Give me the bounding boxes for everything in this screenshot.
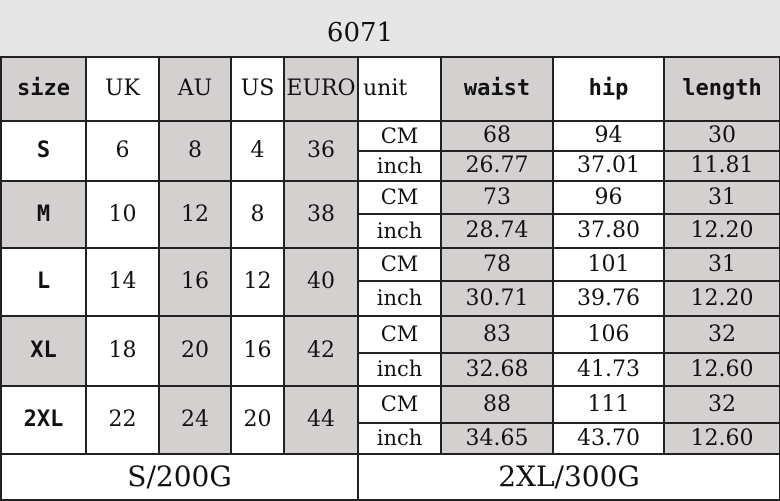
us-cell: 16	[230, 315, 285, 387]
header-euro: EURO	[283, 56, 359, 122]
au-cell: 20	[158, 315, 232, 387]
hip-cell: 37.80	[552, 213, 665, 249]
length-cell: 30	[663, 120, 780, 152]
table-row-l-inch: inch 30.71 39.76 12.20	[1, 280, 780, 317]
waist-cell: 28.74	[440, 213, 554, 249]
euro-cell: 38	[283, 180, 359, 249]
hip-cell: 111	[552, 385, 665, 424]
us-cell: 20	[230, 385, 285, 455]
uk-cell: 22	[85, 385, 160, 455]
euro-cell: 40	[283, 247, 359, 317]
euro-cell: 36	[283, 120, 359, 182]
length-cell: 32	[663, 385, 780, 424]
length-cell: 12.20	[663, 213, 780, 249]
table-row-xl-inch: inch 32.68 41.73 12.60	[1, 352, 780, 387]
waist-cell: 73	[440, 180, 554, 215]
uk-cell: 10	[85, 180, 160, 249]
hip-cell: 96	[552, 180, 665, 215]
header-au: AU	[158, 56, 232, 122]
table-row-2xl-cm: 2XL 22 24 20 44 CM 88 111 32	[0, 385, 780, 455]
uk-cell: 18	[85, 315, 160, 387]
length-cell: 32	[663, 315, 780, 354]
us-cell: 12	[230, 247, 285, 317]
table-row-xl-cm: XL 18 20 16 42 CM 83 106 32	[0, 315, 780, 387]
hip-cell: 43.70	[552, 422, 665, 455]
header-uk: UK	[85, 56, 160, 122]
hip-cell: 106	[552, 315, 665, 354]
length-cell: 31	[663, 180, 780, 215]
unit-cell: inch	[357, 280, 442, 317]
size-cell: M	[0, 180, 87, 249]
unit-cell: CM	[357, 247, 442, 282]
unit-cell: inch	[357, 422, 442, 455]
table-row-s-inch: inch 26.77 37.01 11.81	[1, 150, 780, 182]
product-code: 6071	[326, 18, 394, 48]
waist-cell: 83	[440, 315, 554, 354]
waist-cell: 34.65	[440, 422, 554, 455]
euro-cell: 42	[283, 315, 359, 387]
waist-cell: 78	[440, 247, 554, 282]
size-cell: L	[0, 247, 87, 317]
length-cell: 31	[663, 247, 780, 282]
euro-cell: 44	[283, 385, 359, 455]
header-unit: unit	[357, 56, 442, 122]
table-row-m-cm: M 10 12 8 38 CM 73 96 31	[0, 180, 780, 249]
table-row-l-cm: L 14 16 12 40 CM 78 101 31	[0, 247, 780, 317]
header-us: US	[230, 56, 285, 122]
au-cell: 16	[158, 247, 232, 317]
header-size: size	[0, 56, 87, 122]
header-length: length	[663, 56, 780, 122]
footer-weight-small: S/200G	[0, 453, 359, 501]
header-hip: hip	[552, 56, 665, 122]
length-cell: 12.60	[663, 422, 780, 455]
table-row-s-cm: S 6 8 4 36 CM 68 94 30	[0, 120, 780, 182]
footer-row: S/200G 2XL/300G	[0, 453, 780, 501]
hip-cell: 39.76	[552, 280, 665, 317]
length-cell: 11.81	[663, 150, 780, 182]
us-cell: 8	[230, 180, 285, 249]
header-row: size UK AU US EURO unit waist hip length	[0, 56, 780, 122]
unit-cell: CM	[357, 315, 442, 354]
hip-cell: 37.01	[552, 150, 665, 182]
us-cell: 4	[230, 120, 285, 182]
length-cell: 12.20	[663, 280, 780, 317]
au-cell: 8	[158, 120, 232, 182]
uk-cell: 14	[85, 247, 160, 317]
au-cell: 12	[158, 180, 232, 249]
table-row-m-inch: inch 28.74 37.80 12.20	[1, 213, 780, 249]
table-row-2xl-inch: inch 34.65 43.70 12.60	[1, 422, 780, 455]
waist-cell: 26.77	[440, 150, 554, 182]
size-chart-table: size UK AU US EURO unit waist hip length…	[0, 56, 780, 501]
unit-cell: inch	[357, 213, 442, 249]
unit-cell: inch	[357, 352, 442, 387]
waist-cell: 32.68	[440, 352, 554, 387]
unit-cell: CM	[357, 385, 442, 424]
size-cell: XL	[0, 315, 87, 387]
hip-cell: 101	[552, 247, 665, 282]
footer-weight-large: 2XL/300G	[357, 453, 780, 501]
unit-cell: CM	[357, 180, 442, 215]
unit-cell: inch	[357, 150, 442, 182]
size-cell: S	[0, 120, 87, 182]
header-waist: waist	[440, 56, 554, 122]
unit-cell: CM	[357, 120, 442, 152]
waist-cell: 88	[440, 385, 554, 424]
size-cell: 2XL	[0, 385, 87, 455]
hip-cell: 41.73	[552, 352, 665, 387]
waist-cell: 68	[440, 120, 554, 152]
title-band: 6071	[0, 0, 780, 56]
waist-cell: 30.71	[440, 280, 554, 317]
length-cell: 12.60	[663, 352, 780, 387]
hip-cell: 94	[552, 120, 665, 152]
au-cell: 24	[158, 385, 232, 455]
uk-cell: 6	[85, 120, 160, 182]
